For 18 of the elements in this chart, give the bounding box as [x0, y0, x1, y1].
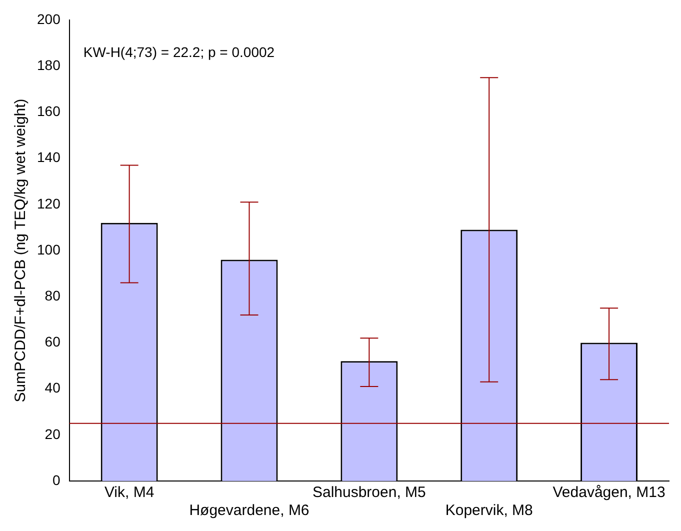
y-tick-label: 60 [44, 334, 61, 350]
y-tick-label: 180 [37, 56, 61, 73]
y-tick-label: 120 [37, 195, 61, 212]
y-tick-label: 100 [37, 241, 61, 258]
y-tick-label: 140 [37, 149, 61, 166]
x-tick-label: Salhusbroen, M5 [312, 484, 426, 502]
y-tick-label: 160 [37, 103, 61, 120]
y-tick-label: 200 [37, 10, 61, 27]
y-axis-title: SumPCDD/F+dl-PCB (ng TEQ/kg wet weight) [12, 98, 30, 402]
x-tick-label: Vik, M4 [104, 484, 154, 502]
y-tick-label: 80 [44, 287, 61, 304]
y-tick-label: 40 [44, 380, 61, 396]
y-tick-label: 0 [52, 472, 61, 488]
x-tick-label: Høgevardene, M6 [189, 502, 310, 520]
annotation: KW-H(4;73) = 22.2; p = 0.0002 [83, 44, 275, 60]
x-tick-label: Vedavågen, M13 [552, 484, 666, 502]
x-tick-label: Kopervik, M8 [445, 502, 533, 520]
y-tick-label: 20 [44, 426, 61, 442]
